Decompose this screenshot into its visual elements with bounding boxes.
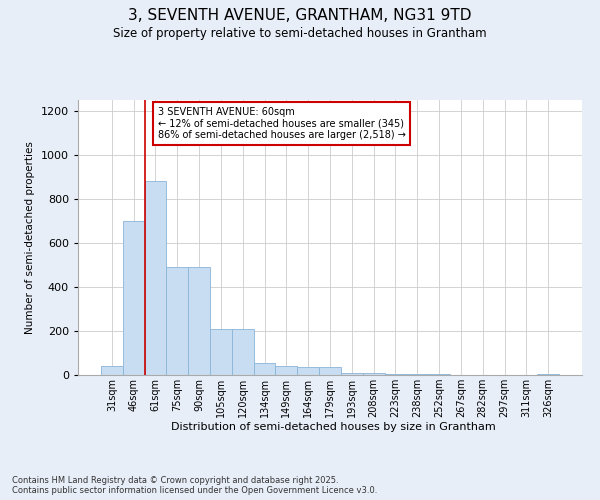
Bar — [101, 366, 123, 375]
Bar — [188, 267, 210, 375]
Bar — [537, 374, 559, 375]
Text: Distribution of semi-detached houses by size in Grantham: Distribution of semi-detached houses by … — [170, 422, 496, 432]
Text: 3, SEVENTH AVENUE, GRANTHAM, NG31 9TD: 3, SEVENTH AVENUE, GRANTHAM, NG31 9TD — [128, 8, 472, 22]
Bar — [406, 374, 428, 375]
Text: Contains HM Land Registry data © Crown copyright and database right 2025.
Contai: Contains HM Land Registry data © Crown c… — [12, 476, 377, 495]
Bar — [123, 221, 145, 375]
Bar — [275, 366, 297, 375]
Bar — [385, 374, 406, 375]
Bar — [232, 329, 254, 375]
Bar — [363, 373, 385, 375]
Bar — [145, 182, 166, 375]
Bar — [319, 368, 341, 375]
Bar — [166, 267, 188, 375]
Y-axis label: Number of semi-detached properties: Number of semi-detached properties — [25, 141, 35, 334]
Bar — [210, 329, 232, 375]
Text: 3 SEVENTH AVENUE: 60sqm
← 12% of semi-detached houses are smaller (345)
86% of s: 3 SEVENTH AVENUE: 60sqm ← 12% of semi-de… — [158, 106, 406, 140]
Bar — [254, 363, 275, 375]
Bar — [297, 368, 319, 375]
Bar — [428, 374, 450, 375]
Text: Size of property relative to semi-detached houses in Grantham: Size of property relative to semi-detach… — [113, 28, 487, 40]
Bar — [341, 373, 363, 375]
